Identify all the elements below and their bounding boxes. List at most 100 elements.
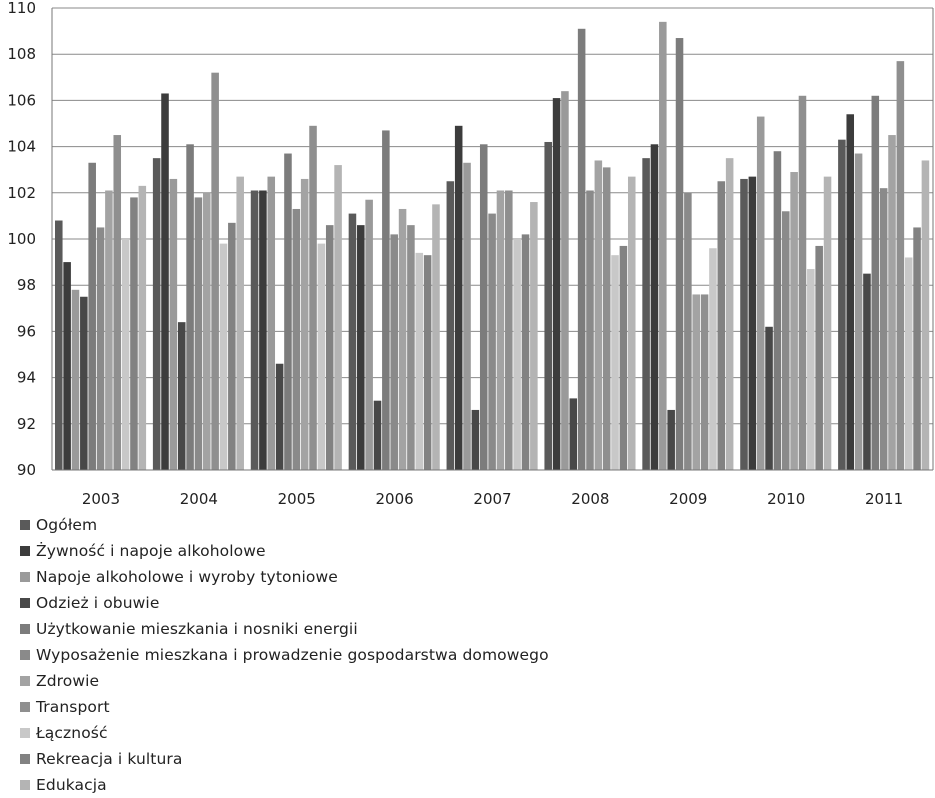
y-tick-label: 96 bbox=[17, 322, 36, 340]
legend: Ogółem Żywność i napoje alkoholowe Napoje … bbox=[20, 512, 549, 798]
legend-item: Transport bbox=[20, 694, 549, 720]
bar bbox=[659, 21, 667, 471]
bar bbox=[717, 181, 726, 470]
bar bbox=[259, 190, 267, 471]
bar bbox=[300, 178, 309, 470]
y-tick-label: 94 bbox=[17, 369, 36, 387]
bar bbox=[627, 176, 636, 470]
legend-swatch bbox=[20, 650, 30, 660]
y-tick-label: 100 bbox=[7, 230, 36, 248]
x-tick-labels: 2003 2004 2005 2006 2007 2008 2009 2010 2011 bbox=[82, 490, 903, 508]
bar bbox=[161, 93, 169, 470]
bar bbox=[725, 158, 734, 470]
legend-label: Wyposażenie mieszkana i prowadzenie gosp… bbox=[36, 646, 549, 664]
y-tick-label: 102 bbox=[7, 184, 36, 202]
bars bbox=[55, 21, 930, 471]
bar bbox=[415, 252, 424, 470]
bar bbox=[194, 197, 203, 471]
bar bbox=[121, 239, 130, 470]
bar bbox=[709, 248, 717, 470]
bar bbox=[113, 135, 122, 471]
bar bbox=[773, 151, 782, 470]
legend-item: Zdrowie bbox=[20, 668, 549, 694]
bar bbox=[921, 160, 930, 470]
bar bbox=[138, 185, 147, 470]
bar bbox=[807, 269, 815, 470]
legend-item: Napoje alkoholowe i wyroby tytoniowe bbox=[20, 564, 549, 590]
y-tick-labels: 90 92 94 96 98 100 102 104 106 108 110 bbox=[7, 0, 36, 479]
legend-label: Użytkowanie mieszkania i nosniki energii bbox=[36, 620, 358, 638]
bar bbox=[463, 162, 471, 470]
bar bbox=[71, 289, 80, 470]
x-tick-label: 2006 bbox=[376, 490, 414, 508]
bar bbox=[798, 95, 807, 470]
legend-label: Łączność bbox=[36, 724, 108, 742]
legend-label: Zdrowie bbox=[36, 672, 100, 690]
bar bbox=[88, 162, 96, 470]
bar bbox=[96, 227, 105, 470]
legend-swatch bbox=[20, 676, 30, 686]
legend-item: Żywność i napoje alkoholowe bbox=[20, 538, 549, 564]
bar bbox=[815, 245, 823, 470]
bar bbox=[325, 225, 334, 470]
bar bbox=[55, 220, 63, 470]
bar bbox=[292, 208, 301, 470]
bar bbox=[446, 181, 455, 470]
legend-swatch bbox=[20, 520, 30, 530]
bar bbox=[423, 255, 432, 470]
bar bbox=[619, 245, 628, 470]
legend-item: Łączność bbox=[20, 720, 549, 746]
x-tick-label: 2010 bbox=[767, 490, 805, 508]
bar bbox=[838, 139, 846, 471]
bar bbox=[790, 172, 798, 470]
bar bbox=[505, 190, 513, 471]
legend-item: Rekreacja i kultura bbox=[20, 746, 549, 772]
bar bbox=[390, 234, 398, 470]
bar bbox=[740, 178, 748, 470]
bar bbox=[569, 398, 578, 470]
bar bbox=[913, 227, 921, 470]
bar bbox=[871, 95, 880, 470]
bar bbox=[250, 190, 259, 471]
bar bbox=[530, 202, 538, 471]
bar bbox=[544, 141, 552, 471]
bar bbox=[186, 144, 194, 471]
bar bbox=[80, 296, 88, 470]
bar bbox=[488, 213, 496, 470]
y-tick-label: 104 bbox=[7, 138, 36, 156]
bar bbox=[846, 114, 855, 470]
legend-swatch bbox=[20, 728, 30, 738]
legend-item: Odzież i obuwie bbox=[20, 590, 549, 616]
bar bbox=[275, 363, 284, 470]
x-tick-label: 2005 bbox=[278, 490, 316, 508]
bar bbox=[334, 165, 342, 470]
bar bbox=[471, 409, 480, 470]
bar bbox=[667, 409, 675, 470]
bar bbox=[219, 243, 228, 470]
bar bbox=[169, 178, 178, 470]
legend-label: Żywność i napoje alkoholowe bbox=[36, 542, 266, 560]
bar bbox=[177, 322, 186, 470]
bar bbox=[382, 130, 390, 470]
bar bbox=[211, 72, 219, 471]
y-tick-label: 110 bbox=[7, 0, 36, 17]
bar bbox=[823, 176, 832, 470]
axes bbox=[51, 8, 934, 471]
x-tick-label: 2008 bbox=[571, 490, 609, 508]
legend-swatch bbox=[20, 546, 30, 556]
bar bbox=[309, 125, 317, 470]
bar bbox=[700, 294, 709, 470]
legend-swatch bbox=[20, 598, 30, 608]
bar bbox=[561, 91, 569, 470]
bar bbox=[888, 135, 896, 471]
legend-item: Użytkowanie mieszkania i nosniki energii bbox=[20, 616, 549, 642]
bar bbox=[552, 98, 561, 470]
y-tick-label: 98 bbox=[17, 276, 36, 294]
bar bbox=[365, 199, 373, 471]
bar bbox=[236, 176, 244, 470]
bar bbox=[675, 38, 684, 470]
bar bbox=[513, 239, 521, 470]
legend-item: Edukacja bbox=[20, 772, 549, 798]
legend-label: Odzież i obuwie bbox=[36, 594, 160, 612]
